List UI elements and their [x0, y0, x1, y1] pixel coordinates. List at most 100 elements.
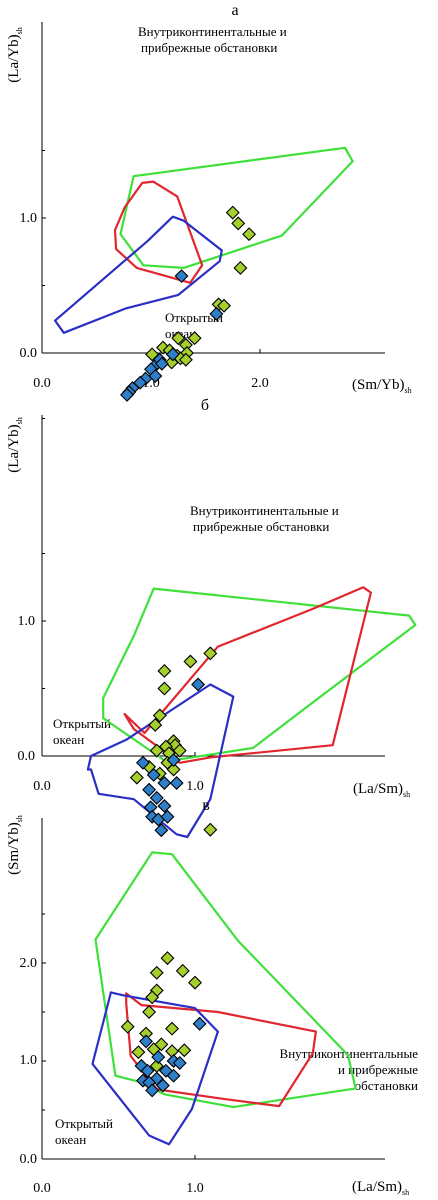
region-label-continental: прибрежные обстановки [193, 519, 329, 534]
x-axis-label-text: (Sm/Yb) [352, 377, 405, 393]
green-diamond-marker [166, 762, 181, 777]
green-diamond-marker [142, 1005, 157, 1019]
x-axis-label-sub: sh [402, 1188, 409, 1197]
y-axis-label-text: (Sm/Yb) [6, 822, 22, 875]
region-label-ocean: океан [53, 732, 84, 747]
blue-diamond-marker [191, 677, 206, 692]
region-label-continental: и прибрежные [338, 1062, 418, 1077]
region-label-continental: обстановки [355, 1078, 418, 1093]
blue-diamond-marker [154, 356, 169, 371]
blue-diamond-marker [142, 782, 157, 797]
green-diamond-marker [148, 717, 163, 732]
chart-panel-a: а (La/Yb)sh (Sm/Yb)sh 0.0 1.0 0.0 1.0 2.… [6, 2, 412, 402]
panel-label: в [202, 797, 210, 814]
x-tick-label: 1.0 [186, 1181, 204, 1196]
svg-text:(La/Yb)sh: (La/Yb)sh [6, 27, 24, 82]
region-label-continental: прибрежные обстановки [141, 40, 277, 55]
y-axis-label-sub: sh [15, 417, 24, 424]
blue-diamond-marker [192, 1016, 207, 1031]
y-tick-label: 1.0 [20, 211, 38, 226]
x-tick-label: 0.0 [33, 376, 51, 391]
y-axis-label-sub: sh [15, 27, 24, 34]
blue-diamond-marker [151, 1050, 166, 1065]
x-tick-label: 2.0 [251, 376, 269, 391]
blue-diamond-marker [166, 1068, 181, 1083]
x-axis-label-text: (La/Sm) [352, 1179, 402, 1195]
blue-diamond-marker [174, 269, 189, 284]
blue-diamond-marker [148, 368, 163, 383]
blue-diamond-marker [169, 776, 184, 790]
y-tick-label: 0.0 [18, 749, 36, 764]
x-axis-label-sub: sh [403, 790, 410, 799]
blue-diamond-marker [145, 1083, 160, 1098]
y-axis-label-text: (La/Yb) [6, 34, 22, 82]
green-diamond-marker [203, 822, 218, 837]
green-diamond-marker [129, 770, 144, 785]
blue-diamond-marker [139, 1034, 154, 1049]
blue-diamond-marker [136, 755, 150, 770]
green-diamond-marker [177, 1043, 192, 1058]
blue-diamond-marker [134, 1058, 149, 1073]
green-diamond-marker [203, 646, 218, 661]
blue-diamond-marker [140, 1063, 155, 1078]
x-tick-label: 1.0 [186, 779, 204, 794]
green-diamond-marker [231, 216, 246, 231]
green-diamond-marker [157, 663, 172, 678]
green-diamond-marker [145, 347, 160, 362]
green-diamond-marker [217, 298, 232, 313]
green-field-outline [102, 587, 417, 763]
y-axis-label: (Sm/Yb)sh [6, 815, 24, 875]
x-axis-label-text: (La/Sm) [353, 781, 403, 797]
y-tick-label: 0.0 [20, 346, 38, 361]
svg-text:(La/Yb)sh: (La/Yb)sh [6, 417, 24, 472]
green-diamond-marker [152, 708, 167, 723]
x-axis-label-sub: sh [405, 386, 412, 395]
blue-diamond-marker [209, 306, 224, 321]
region-label-ocean: Открытый [165, 310, 223, 325]
blue-diamond-marker [160, 809, 175, 824]
green-diamond-marker [156, 340, 170, 355]
region-label-ocean: Открытый [53, 716, 111, 731]
green-diamond-marker [178, 352, 193, 367]
green-diamond-marker [120, 1019, 135, 1034]
y-tick-label: 2.0 [20, 956, 38, 971]
red-field-outline [113, 180, 204, 284]
region-label-ocean: Открытый [55, 1116, 113, 1131]
blue-field-outline [53, 215, 223, 334]
green-diamond-marker [165, 1021, 180, 1036]
green-diamond-marker [187, 331, 202, 346]
green-diamond-marker [172, 743, 187, 758]
region-label-continental: Внутриконтинентальные и [138, 24, 287, 39]
y-tick-label: 0.0 [20, 1152, 38, 1167]
blue-diamond-marker [120, 387, 134, 402]
x-tick-label: 0.0 [33, 1181, 51, 1196]
x-tick-label: 0.0 [33, 779, 51, 794]
chart-panel-c: в (Sm/Yb)sh (La/Sm)sh 0.0 1.0 2.0 0.0 1.… [6, 797, 418, 1197]
green-diamond-marker [157, 681, 172, 696]
green-diamond-marker [131, 1045, 146, 1060]
x-axis-label: (La/Sm)sh [353, 781, 410, 799]
green-diamond-marker [225, 205, 240, 220]
y-axis-label-sub: sh [15, 815, 24, 822]
green-diamond-marker [160, 951, 175, 966]
region-label-ocean: океан [55, 1132, 86, 1147]
green-diamond-marker [165, 1044, 180, 1059]
green-field-outline [119, 146, 354, 269]
blue-diamond-marker [146, 767, 161, 782]
y-axis-label: (La/Yb)sh [6, 417, 24, 472]
green-diamond-marker [233, 260, 248, 275]
red-field-outline [125, 992, 317, 1108]
blue-diamond-marker [157, 798, 172, 813]
green-diamond-marker [183, 654, 198, 669]
blue-diamond-marker [155, 1078, 170, 1093]
blue-diamond-marker [172, 1055, 187, 1070]
green-diamond-marker [171, 331, 186, 346]
y-axis-label: (La/Yb)sh [6, 27, 24, 82]
blue-field-outline [86, 683, 235, 839]
y-axis-label-text: (La/Yb) [6, 424, 22, 472]
chart-panel-b: б (La/Yb)sh (La/Sm)sh 0.0 1.0 0.0 1.0 Вн… [6, 397, 417, 839]
x-axis-label: (Sm/Yb)sh [352, 377, 412, 395]
blue-diamond-marker [154, 823, 169, 838]
blue-diamond-marker [149, 790, 164, 805]
